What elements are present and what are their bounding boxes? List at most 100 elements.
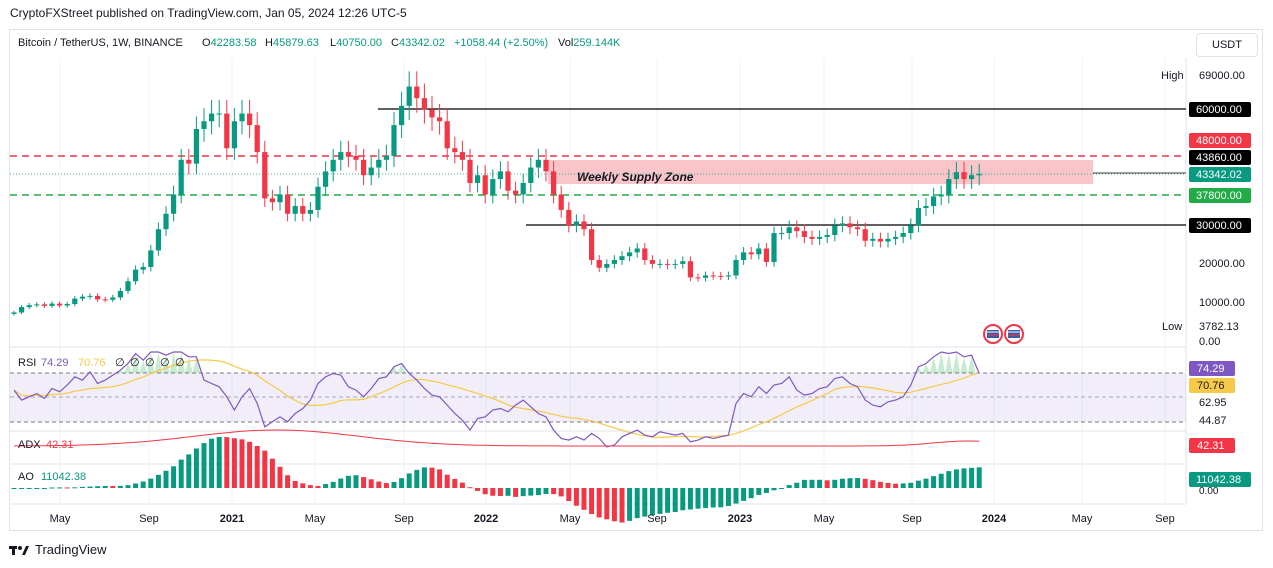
- ao-bar: [11, 488, 17, 489]
- candle-body: [110, 297, 116, 300]
- x-tick-label: Sep: [902, 513, 922, 525]
- ao-bar: [133, 483, 139, 488]
- candle-body: [338, 152, 344, 160]
- candle-body: [961, 172, 967, 180]
- x-tick-label: May: [560, 513, 581, 525]
- rsi-na-4: ∅: [160, 357, 170, 369]
- ao-bar: [368, 479, 374, 488]
- candle-body: [596, 260, 602, 268]
- rsi-tag-text: 74.29: [1197, 363, 1225, 375]
- us-flag-icon[interactable]: [983, 324, 1003, 344]
- us-flag-icon[interactable]: [1004, 324, 1024, 344]
- ao-bar: [520, 488, 526, 497]
- ao-bar: [178, 459, 184, 488]
- tradingview-footer[interactable]: TradingView: [9, 542, 107, 557]
- candle-body: [573, 221, 579, 226]
- candle-body: [589, 229, 595, 261]
- candle-body: [551, 171, 557, 195]
- y-tick-20000: 20000.00: [1199, 258, 1245, 270]
- candle-body: [756, 248, 762, 255]
- x-tick-label: Sep: [394, 513, 414, 525]
- candle-body: [604, 263, 610, 268]
- supply-zone-rect[interactable]: [548, 160, 1093, 184]
- change-value: +1058.44 (+2.50%): [454, 37, 548, 49]
- ao-bar: [277, 466, 283, 488]
- price-axis: High 69000.00 60000.00 48000.00 43860.00…: [1161, 68, 1251, 348]
- candle-body: [946, 179, 952, 195]
- ao-bar: [437, 469, 443, 488]
- candle-body: [923, 206, 929, 208]
- ao-bar: [908, 482, 914, 488]
- x-tick-label: Sep: [647, 513, 667, 525]
- x-tick-label: May: [305, 513, 326, 525]
- candle-body: [41, 304, 47, 306]
- ao-bar: [619, 488, 625, 523]
- candle-body: [353, 155, 359, 160]
- x-tick-label: May: [1072, 513, 1093, 525]
- candle-body: [817, 236, 823, 239]
- candle-body: [695, 277, 701, 279]
- ao-bar: [399, 478, 405, 488]
- ao-bar: [497, 488, 503, 496]
- x-tick-label: Sep: [139, 513, 159, 525]
- ao-bar: [900, 483, 906, 488]
- x-tick-label: May: [50, 513, 71, 525]
- y-tick-0: 0.00: [1199, 336, 1220, 348]
- ao-bar: [239, 439, 245, 488]
- candle-body: [877, 238, 883, 242]
- ao-bar: [490, 488, 496, 496]
- candle-body: [171, 194, 177, 214]
- candle-body: [687, 261, 693, 278]
- candle-body: [383, 155, 389, 160]
- candle-body: [786, 227, 792, 234]
- supply-zone-label: Weekly Supply Zone: [577, 170, 694, 184]
- ao-bar: [893, 483, 899, 488]
- ao-bar: [209, 438, 215, 488]
- ao-bar: [482, 488, 488, 495]
- ao-bar: [589, 488, 595, 515]
- low-value: 3782.13: [1199, 321, 1239, 333]
- candle-body: [11, 312, 17, 314]
- ao-bar: [140, 481, 146, 488]
- candle-body: [672, 263, 678, 265]
- ao-bar: [543, 488, 549, 494]
- candle-body: [254, 125, 260, 153]
- candle-body: [79, 296, 85, 299]
- ao-bar: [429, 467, 435, 488]
- candle-body: [64, 303, 70, 306]
- candle-body: [725, 275, 731, 277]
- ao-bar: [338, 478, 344, 488]
- candle-body: [247, 113, 253, 126]
- ao-bar: [870, 480, 876, 488]
- candle-body: [969, 175, 975, 180]
- candle-body: [634, 248, 640, 253]
- volume: Vol259.144K: [558, 37, 621, 49]
- currency-button[interactable]: USDT: [1196, 33, 1258, 57]
- ao-bar: [345, 475, 351, 488]
- ao-bar: [361, 477, 367, 488]
- ao-bar: [809, 479, 815, 488]
- candle-body: [300, 206, 306, 214]
- ao-bar: [95, 486, 101, 488]
- ao-bar: [171, 466, 177, 488]
- candle-body: [475, 175, 481, 183]
- candle-body: [748, 252, 754, 255]
- tradingview-logo-icon: [9, 545, 29, 555]
- h-label: H: [265, 37, 273, 49]
- candle-body: [178, 159, 184, 195]
- candle-body: [703, 275, 709, 278]
- candle-body: [870, 238, 876, 241]
- candle-body: [72, 298, 78, 304]
- rsi-tick-44: 44.87: [1199, 415, 1227, 427]
- candle-body: [627, 252, 633, 257]
- candle-body: [908, 225, 914, 234]
- candle-body: [513, 190, 519, 195]
- ao-bar: [794, 482, 800, 488]
- ao-bar: [741, 488, 747, 501]
- candle-body: [855, 227, 861, 230]
- ao-bar: [300, 483, 306, 488]
- candle-body: [619, 256, 625, 261]
- candle-body: [193, 128, 199, 164]
- level-tag-30000-text: 30000.00: [1196, 220, 1242, 232]
- candle-body: [421, 98, 427, 110]
